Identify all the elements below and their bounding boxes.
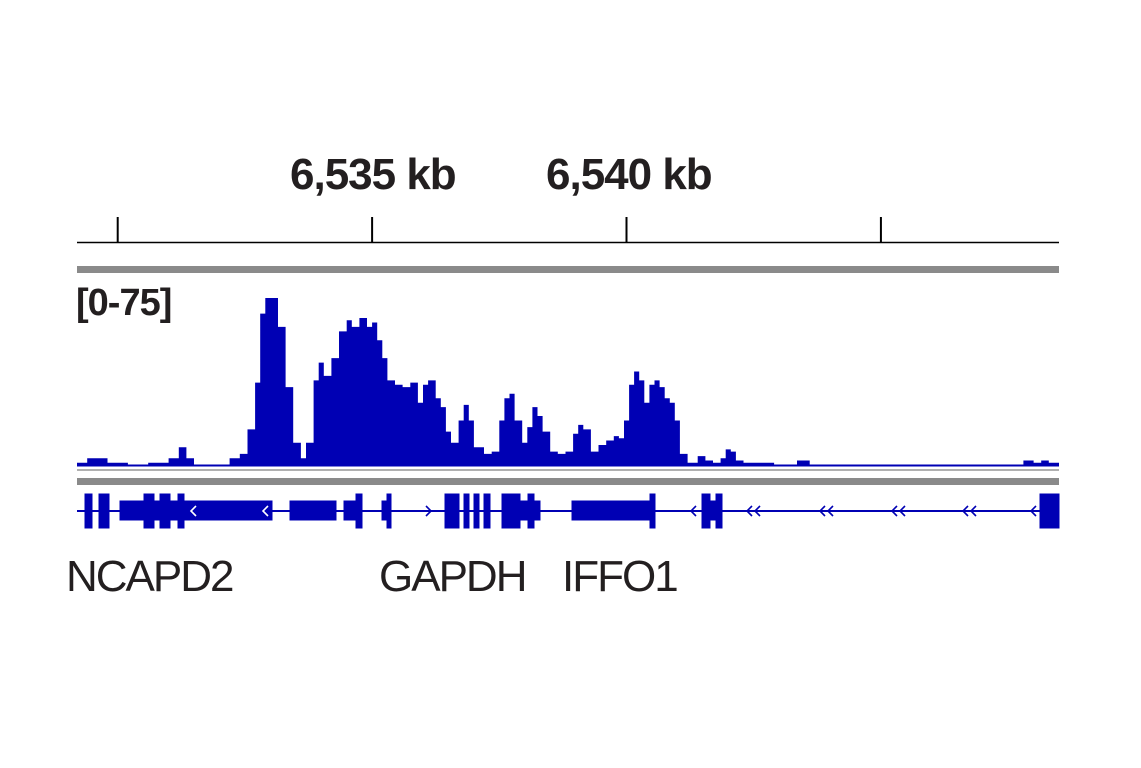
- track-divider-top: [77, 266, 1059, 273]
- gene-exon: [649, 493, 656, 529]
- gene-exon: [444, 493, 460, 529]
- strand-arrow-icon: [969, 505, 977, 517]
- track-data-range-label: [0-75]: [76, 282, 172, 324]
- gene-exon: [571, 500, 651, 521]
- gene-exon: [463, 493, 470, 529]
- gene-exon: [715, 493, 723, 529]
- gene-exon: [527, 493, 535, 529]
- gene-exon: [159, 493, 171, 529]
- gene-exon: [84, 493, 93, 529]
- gene-exon: [701, 493, 711, 529]
- gene-exon: [381, 500, 388, 521]
- gene-exon: [177, 493, 185, 529]
- strand-arrow-icon: [826, 505, 834, 517]
- strand-arrow-icon: [745, 505, 753, 517]
- coverage-area-series: [77, 298, 1059, 465]
- strand-arrow-icon: [1029, 505, 1037, 517]
- gene-exon: [386, 493, 392, 529]
- gene-annotation-track: [77, 493, 1060, 529]
- gene-label-ncapd2: NCAPD2: [66, 552, 234, 601]
- gene-exon: [98, 493, 110, 529]
- gene-label-iffo1: IFFO1: [562, 552, 679, 601]
- gene-exon: [153, 500, 161, 521]
- ruler-label-6540kb: 6,540 kb: [546, 150, 713, 199]
- strand-arrow-icon: [898, 505, 906, 517]
- gene-exon: [355, 493, 363, 529]
- gene-exon: [519, 500, 529, 521]
- strand-arrow-icon: [689, 505, 697, 517]
- strand-arrow-icon: [890, 505, 898, 517]
- strand-arrow-icon: [753, 505, 761, 517]
- gene-label-gapdh: GAPDH: [379, 552, 527, 601]
- gene-exon: [533, 500, 541, 521]
- strand-arrow-icon: [189, 505, 197, 517]
- strand-arrow-icon: [961, 505, 969, 517]
- gene-exon: [119, 500, 145, 521]
- gene-exon: [343, 500, 357, 521]
- strand-arrow-icon: [261, 505, 269, 517]
- gene-exon: [169, 500, 179, 521]
- gene-exon: [143, 493, 155, 529]
- track-divider-bottom: [77, 478, 1059, 485]
- gene-exon: [1039, 493, 1060, 529]
- strand-arrow-icon: [818, 505, 826, 517]
- gene-exon: [473, 493, 480, 529]
- gene-exon: [709, 500, 717, 521]
- gene-exon: [483, 493, 491, 529]
- strand-arrow-icon: [425, 505, 433, 517]
- ruler-ticks: [116, 217, 882, 242]
- ruler-label-6535kb: 6,535 kb: [290, 150, 457, 199]
- gene-exon: [501, 493, 521, 529]
- gene-exon: [183, 500, 273, 521]
- gene-exon: [289, 500, 337, 521]
